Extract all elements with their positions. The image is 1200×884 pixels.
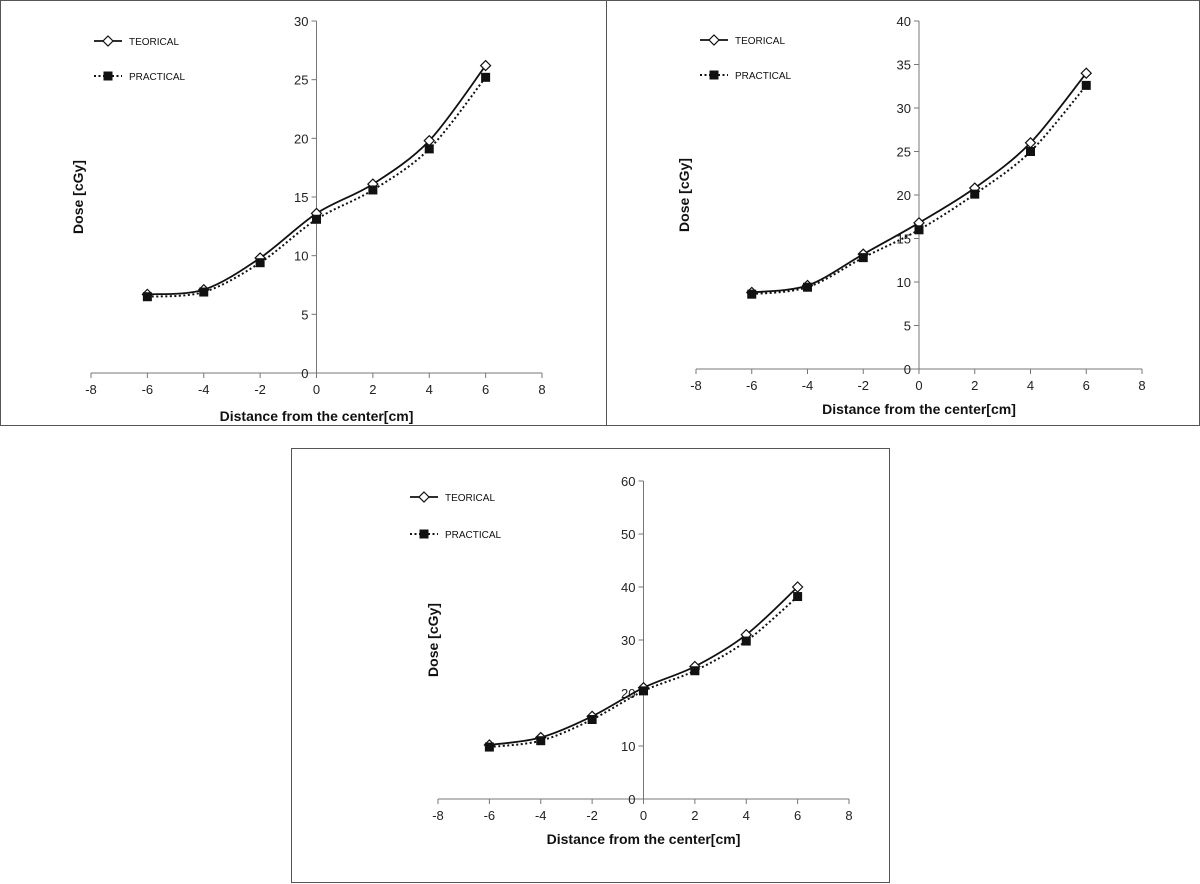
chart1-series2-point-4 [312, 214, 321, 224]
chart2-legend-label-2: PRACTICAL [735, 71, 792, 82]
chart1-legend-marker-2 [103, 71, 113, 81]
chart1-series2-point-7 [481, 72, 491, 82]
chart2-series2-point-2 [803, 282, 812, 292]
chart1-x-tick-label: 2 [369, 382, 376, 397]
chart1-series2-point-1 [142, 292, 152, 302]
chart1-x-tick-label: 8 [538, 382, 545, 397]
chart1-x-tick-label: -8 [85, 382, 97, 397]
chart3-y-tick-label: 40 [621, 580, 635, 595]
chart3-series2-point-5 [690, 666, 700, 676]
chart1-x-axis-label: Distance from the center[cm] [220, 408, 414, 424]
chart3-legend-marker-1 [418, 491, 430, 503]
chart1-y-tick-label: 10 [294, 249, 308, 264]
chart1-y-tick-label: 0 [301, 366, 308, 381]
chart3-series2-point-6 [741, 636, 751, 646]
chart1-x-tick-label: 6 [482, 382, 489, 397]
chart1-x-tick-label: -6 [142, 382, 154, 397]
chart1-y-tick-label: 20 [294, 131, 308, 146]
chart2-x-tick-label: -8 [690, 378, 702, 393]
chart3-y-tick-label: 10 [621, 739, 635, 754]
chart3-series1-point-7 [791, 581, 804, 593]
chart3-y-tick-label: 50 [621, 527, 635, 542]
chart-panel-1: -8 -6 -4 -2 0 2 4 6 8 0 5 10 15 20 25 30 Distance from t… [0, 0, 607, 426]
chart3-y-tick-label: 30 [621, 633, 635, 648]
chart3-x-tick-label: 4 [743, 808, 750, 823]
chart1-y-axis-label: Dose [cGy] [70, 160, 86, 234]
chart2-y-axis-label: Dose [cGy] [676, 158, 692, 232]
chart1-series2-point-5 [368, 185, 378, 195]
chart3-series2-point-3 [587, 715, 597, 724]
chart1-y-tick-label: 5 [301, 307, 308, 322]
chart3-y-tick-label: 0 [628, 792, 635, 807]
chart2-y-tick-label: 5 [904, 319, 911, 334]
chart2-legend-label-1: TEORICAL [735, 36, 785, 47]
chart2-y-tick-label: 35 [897, 58, 911, 73]
chart3-x-tick-label: 8 [845, 808, 852, 823]
chart2-x-axis-label: Distance from the center[cm] [822, 401, 1016, 417]
chart3-legend-label-2: PRACTICAL [445, 530, 502, 541]
chart1-series2-point-6 [424, 144, 434, 154]
chart3-x-tick-label: 0 [640, 808, 647, 823]
chart3-legend-label-1: TEORICAL [445, 493, 495, 504]
chart3-x-tick-label: 2 [691, 808, 698, 823]
chart2-series2-point-1 [747, 289, 757, 299]
chart3-legend-marker-2 [419, 529, 429, 539]
chart3-series2-point-2 [536, 736, 546, 746]
chart1-legend-label-1: TEORICAL [129, 37, 179, 48]
chart1-x-tick-label: 0 [313, 382, 320, 397]
chart3-series2-point-1 [484, 742, 494, 752]
chart-panel-3: -8 -6 -4 -2 0 2 4 6 8 0 10 20 30 40 50 60 Distance from … [291, 448, 890, 883]
chart2-x-tick-label: 0 [915, 378, 922, 393]
chart2-legend-marker-2 [709, 70, 719, 80]
chart1-x-tick-label: -4 [198, 382, 210, 397]
chart3-x-tick-label: -6 [484, 808, 496, 823]
chart3-x-tick-label: -2 [586, 808, 598, 823]
chart1-x-tick-label: 4 [426, 382, 433, 397]
chart3-series2-point-4 [639, 686, 648, 696]
chart2-y-tick-label: 30 [897, 101, 911, 116]
chart1-y-tick-label: 15 [294, 190, 308, 205]
chart3-x-tick-label: 6 [794, 808, 801, 823]
chart2-y-tick-label: 20 [897, 188, 911, 203]
chart3-series2-point-7 [793, 592, 803, 602]
chart1-legend-label-2: PRACTICAL [129, 72, 186, 83]
chart3-y-tick-label: 60 [621, 474, 635, 489]
chart2-series2-point-3 [858, 253, 868, 263]
chart1-series2-point-3 [255, 258, 265, 268]
chart2-x-tick-label: 2 [971, 378, 978, 393]
chart2-series2-point-6 [1026, 147, 1035, 156]
chart1-series2-point-2 [199, 287, 209, 297]
chart1-y-tick-label: 30 [294, 14, 308, 29]
chart-1: -8 -6 -4 -2 0 2 4 6 8 0 5 10 15 20 25 30 Distance from t… [70, 14, 546, 424]
chart3-x-tick-label: -4 [535, 808, 547, 823]
chart1-y-tick-label: 25 [294, 73, 308, 88]
chart1-series1-point-7 [479, 59, 492, 72]
chart2-y-tick-label: 40 [897, 14, 911, 29]
chart3-x-tick-label: -8 [432, 808, 444, 823]
chart2-x-tick-label: -2 [857, 378, 869, 393]
chart1-legend-marker-1 [102, 35, 114, 47]
chart2-x-tick-label: 4 [1027, 378, 1034, 393]
chart2-y-tick-label: 10 [897, 275, 911, 290]
chart2-series1-point-7 [1080, 67, 1093, 80]
chart3-x-axis-label: Distance from the center[cm] [547, 831, 741, 847]
chart2-y-tick-label: 25 [897, 145, 911, 160]
chart-panel-2: -8 -6 -4 -2 0 2 4 6 8 0 5 10 15 20 25 30 35 40 Distance fr… [607, 0, 1200, 426]
chart2-series2-point-7 [1081, 80, 1091, 90]
chart2-legend-marker-1 [708, 34, 720, 46]
chart2-x-tick-label: 8 [1138, 378, 1145, 393]
chart2-y-tick-label: 0 [904, 362, 911, 377]
chart2-series2-point-5 [970, 189, 980, 199]
chart3-y-axis-label: Dose [cGy] [425, 603, 441, 677]
chart1-x-tick-label: -2 [254, 382, 266, 397]
chart2-x-tick-label: 6 [1083, 378, 1090, 393]
chart2-series2-point-4 [914, 225, 924, 235]
chart2-x-tick-label: -6 [746, 378, 758, 393]
chart2-x-tick-label: -4 [802, 378, 814, 393]
